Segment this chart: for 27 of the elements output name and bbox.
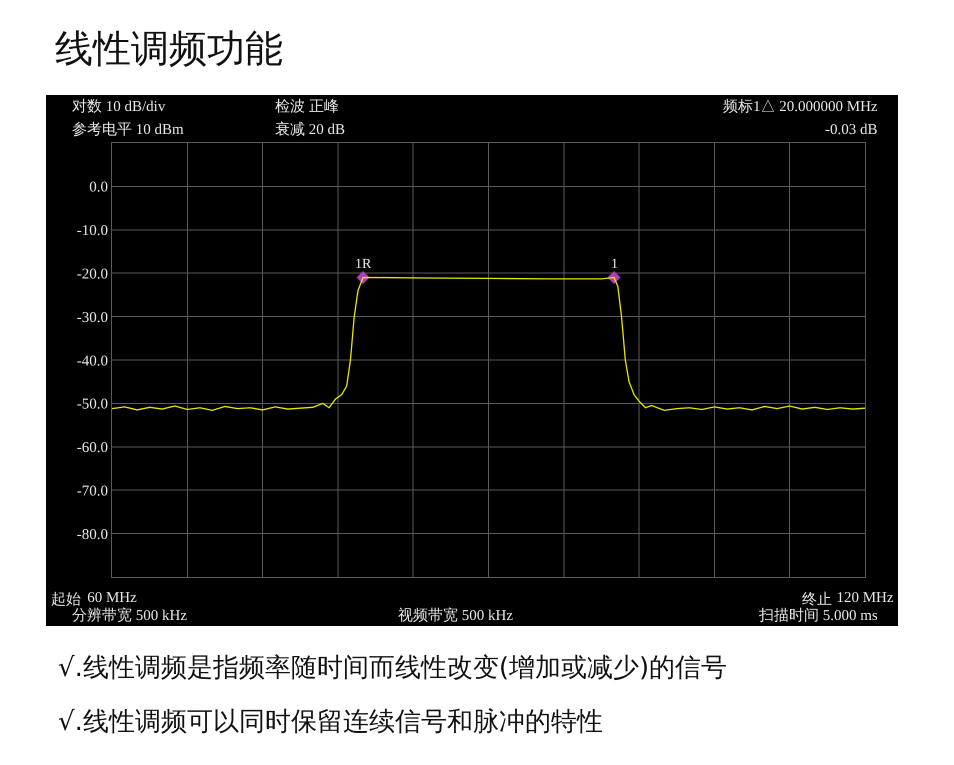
text: 终止 — [802, 591, 832, 608]
text: 分辨带宽 500 kHz — [72, 607, 188, 624]
annotation: 1 — [611, 257, 618, 272]
text: √.线性调频是指频率随时间而线性改变(增加或减少)的信号 — [58, 653, 728, 683]
y-tick-label: 0.0 — [89, 180, 108, 196]
text: 衰减 20 dB — [275, 121, 346, 138]
y-tick-label: -10.0 — [76, 223, 108, 240]
text: 检波 正峰 — [275, 98, 339, 115]
chart-title: 线性调频功能 — [55, 26, 283, 70]
x-tick-label: 60 MHz — [87, 590, 138, 606]
y-tick-label: -60.0 — [76, 440, 108, 456]
text: -0.03 dB — [825, 122, 878, 138]
y-tick-label: -40.0 — [76, 353, 108, 370]
y-tick-label: -70.0 — [76, 483, 108, 500]
text: √.线性调频可以同时保留连续信号和脉冲的特性 — [58, 707, 603, 737]
text: 对数 10 dB/div — [72, 98, 166, 115]
y-tick-label: -20.0 — [76, 266, 108, 282]
y-tick-label: -80.0 — [76, 526, 108, 543]
text: 视频带宽 500 kHz — [398, 607, 514, 624]
text: 扫描时间 5.000 ms — [758, 607, 878, 624]
x-tick-label: 120 MHz — [836, 590, 894, 606]
text: 频标1△ 20.000000 MHz — [723, 98, 878, 115]
annotation: 1R — [355, 257, 372, 272]
text: 参考电平 10 dBm — [72, 121, 184, 138]
y-tick-label: -30.0 — [76, 310, 108, 326]
y-tick-label: -50.0 — [76, 396, 108, 413]
text: 起始 — [51, 591, 81, 608]
